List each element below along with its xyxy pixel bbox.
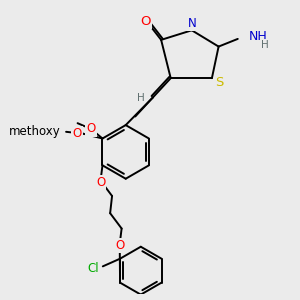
- Text: methoxy: methoxy: [9, 125, 60, 138]
- Text: O: O: [72, 127, 81, 140]
- Text: Cl: Cl: [87, 262, 99, 275]
- Text: S: S: [215, 76, 224, 88]
- Text: N: N: [188, 17, 196, 30]
- Text: NH: NH: [249, 31, 268, 44]
- Text: O: O: [86, 122, 96, 135]
- Text: H: H: [136, 93, 144, 103]
- Text: H: H: [261, 40, 268, 50]
- Text: O: O: [115, 239, 124, 252]
- Text: O: O: [96, 176, 105, 189]
- Text: O: O: [141, 15, 151, 28]
